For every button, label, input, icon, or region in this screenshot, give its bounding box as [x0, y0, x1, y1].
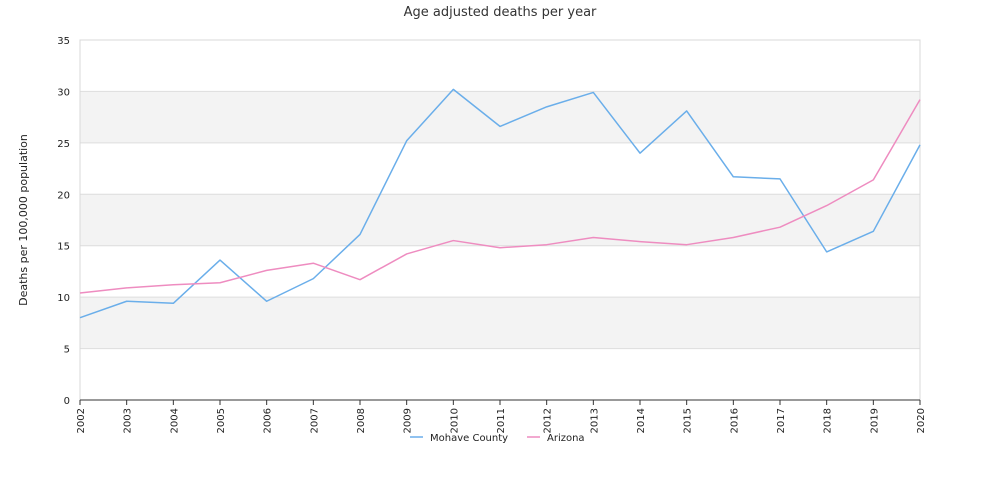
y-axis-ticks: 0 5 10 15 20 25 30 35	[57, 36, 70, 407]
x-tick-label: 2018	[823, 408, 834, 433]
x-tick-label: 2003	[123, 408, 134, 433]
legend: Mohave County Arizona	[410, 433, 585, 444]
x-tick-label: 2012	[543, 408, 554, 433]
x-tick-label: 2002	[76, 408, 87, 433]
grid-band	[80, 194, 920, 246]
x-tick-label: 2019	[869, 408, 880, 433]
y-tick-label: 25	[57, 139, 70, 150]
x-tick-label: 2007	[309, 408, 320, 433]
grid-bands	[80, 91, 920, 349]
y-tick-label: 35	[57, 36, 70, 47]
x-tick-label: 2014	[636, 408, 647, 433]
x-axis-ticks: 2002 2003 2004 2005 2006 2007 2008 2009 2010 2011…	[76, 400, 927, 433]
y-tick-label: 20	[57, 190, 70, 201]
x-tick-label: 2008	[356, 408, 367, 433]
series-line-arizona[interactable]	[79, 99, 921, 294]
legend-label-mohave: Mohave County	[430, 433, 508, 444]
series-lines	[79, 88, 921, 319]
legend-item-mohave[interactable]: Mohave County	[410, 433, 508, 444]
x-tick-label: 2015	[683, 408, 694, 433]
x-tick-label: 2006	[263, 408, 274, 433]
series-line-mohave-county[interactable]	[79, 88, 921, 319]
chart-title: Age adjusted deaths per year	[404, 5, 597, 20]
x-tick-label: 2017	[776, 408, 787, 433]
grid-band	[80, 297, 920, 349]
y-tick-label: 15	[57, 242, 70, 253]
x-tick-label: 2009	[403, 408, 414, 433]
x-tick-label: 2013	[589, 408, 600, 433]
legend-item-arizona[interactable]: Arizona	[527, 433, 585, 444]
grid-band	[80, 91, 920, 143]
x-tick-label: 2016	[729, 408, 740, 433]
x-tick-label: 2010	[449, 408, 460, 433]
y-tick-label: 0	[64, 396, 70, 407]
legend-label-arizona: Arizona	[547, 433, 585, 444]
y-tick-label: 10	[57, 293, 70, 304]
x-tick-label: 2011	[496, 408, 507, 433]
x-tick-label: 2005	[216, 408, 227, 433]
y-tick-label: 30	[57, 87, 70, 98]
x-tick-label: 2004	[169, 408, 180, 433]
y-axis-label: Deaths per 100,000 population	[17, 134, 30, 306]
x-tick-label: 2020	[916, 408, 927, 433]
y-tick-label: 5	[64, 345, 70, 356]
